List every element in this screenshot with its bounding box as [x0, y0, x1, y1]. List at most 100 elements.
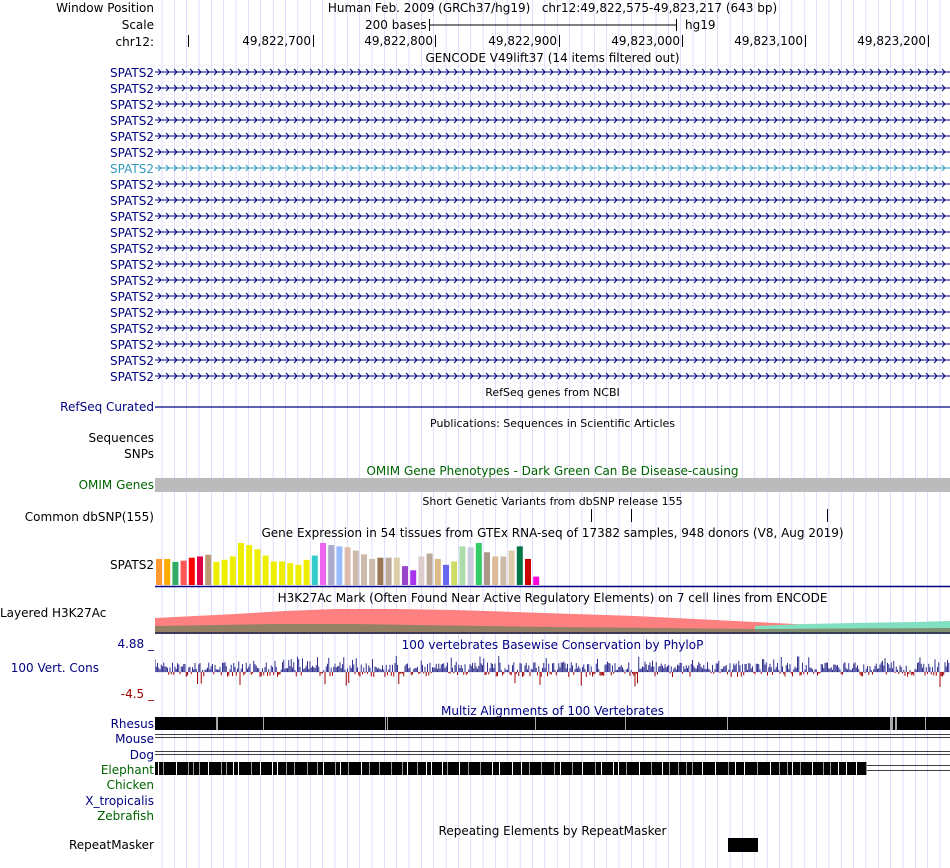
gencode-transcripts[interactable]	[155, 64, 950, 384]
omim-track-label[interactable]: OMIM Genes	[78, 478, 154, 492]
gtex-tissue-bar[interactable]	[246, 545, 253, 585]
gtex-tissue-bar[interactable]	[320, 543, 326, 585]
gtex-tissue-bar[interactable]	[410, 570, 417, 585]
gtex-tissue-bar[interactable]	[361, 554, 367, 585]
gtex-tissue-bar[interactable]	[475, 543, 482, 585]
pubs-snps-label[interactable]: SNPs	[124, 447, 154, 461]
gtex-tissue-bar[interactable]	[270, 561, 277, 585]
gtex-tissue-bar[interactable]	[287, 563, 294, 585]
species-label[interactable]: Mouse	[115, 732, 154, 747]
gtex-tissue-bar[interactable]	[262, 555, 269, 585]
gtex-tissue-bar[interactable]	[197, 556, 203, 585]
gtex-tissue-bar[interactable]	[229, 556, 236, 585]
gtex-tissue-bar[interactable]	[164, 558, 171, 585]
gtex-tissue-bar[interactable]	[238, 543, 244, 585]
gtex-tissue-bar[interactable]	[508, 550, 515, 585]
transcript[interactable]	[155, 180, 950, 188]
omim-gene-bar[interactable]	[155, 478, 950, 492]
transcript[interactable]	[155, 84, 950, 92]
gtex-tissue-bar[interactable]	[344, 547, 351, 585]
refseq-track-line[interactable]	[155, 405, 950, 409]
pubs-sequences-label[interactable]: Sequences	[88, 431, 154, 445]
gtex-tissue-bar[interactable]	[180, 560, 187, 585]
gene-label[interactable]: SPATS2	[110, 194, 154, 208]
gene-label[interactable]: SPATS2	[110, 210, 154, 224]
gene-label[interactable]: SPATS2	[110, 290, 154, 304]
gtex-tissue-bar[interactable]	[385, 557, 392, 585]
transcript[interactable]	[155, 372, 950, 380]
scale-label[interactable]: Scale	[121, 18, 154, 32]
gene-label[interactable]: SPATS2	[110, 242, 154, 256]
transcript[interactable]	[155, 324, 950, 332]
h3k27ac-track-label[interactable]: Layered H3K27Ac	[0, 606, 107, 620]
gene-label[interactable]: SPATS2	[110, 370, 154, 384]
repeat-element-block[interactable]	[728, 838, 758, 852]
species-label[interactable]: Rhesus	[110, 717, 154, 731]
dbsnp-track-label[interactable]: Common dbSNP(155)	[24, 510, 154, 524]
gtex-tissue-bar[interactable]	[434, 558, 441, 585]
gene-label[interactable]: SPATS2	[110, 322, 154, 336]
gtex-tissue-bar[interactable]	[336, 546, 343, 585]
gtex-tissue-bar[interactable]	[492, 556, 499, 585]
elephant-alignment[interactable]	[155, 762, 950, 775]
transcript[interactable]	[155, 340, 950, 348]
gene-label[interactable]: SPATS2	[110, 114, 154, 128]
gtex-tissue-bar[interactable]	[426, 553, 433, 586]
transcript[interactable]	[155, 260, 950, 268]
gtex-tissue-bar[interactable]	[516, 546, 523, 585]
transcript[interactable]	[155, 356, 950, 364]
dbsnp-variant-ticks[interactable]	[155, 509, 950, 523]
gtex-tissue-bar[interactable]	[393, 557, 400, 585]
transcript[interactable]	[155, 276, 950, 284]
transcript[interactable]	[155, 244, 950, 252]
gtex-tissue-bar[interactable]	[418, 556, 425, 585]
gene-label[interactable]: SPATS2	[110, 354, 154, 368]
transcript[interactable]	[155, 228, 950, 236]
transcript[interactable]	[155, 212, 950, 220]
species-label[interactable]: Elephant	[100, 762, 154, 777]
gtex-tissue-bar[interactable]	[254, 549, 261, 585]
transcript[interactable]	[155, 132, 950, 140]
gtex-tissue-bar[interactable]	[205, 554, 212, 585]
species-label[interactable]: X_tropicalis	[85, 793, 154, 808]
gene-label[interactable]: SPATS2	[110, 130, 154, 144]
track-display-area[interactable]: Human Feb. 2009 (GRCh37/hg19) chr12:49,8…	[155, 0, 950, 868]
gene-label[interactable]: SPATS2	[110, 66, 154, 80]
gtex-tissue-bar[interactable]	[328, 545, 335, 585]
gene-label[interactable]: SPATS2	[110, 146, 154, 160]
gtex-tissue-bar[interactable]	[352, 550, 359, 585]
chrom-label[interactable]: chr12:	[115, 35, 154, 49]
gene-label[interactable]: SPATS2	[110, 274, 154, 288]
gtex-tissue-bar[interactable]	[369, 558, 376, 585]
gene-label[interactable]: SPATS2	[110, 98, 154, 112]
transcript[interactable]	[155, 164, 950, 172]
gtex-tissue-bar[interactable]	[303, 559, 310, 585]
transcript[interactable]	[155, 196, 950, 204]
phylop-conservation-plot[interactable]	[155, 652, 950, 700]
gene-label[interactable]: SPATS2	[110, 306, 154, 320]
window-position-label[interactable]: Window Position	[56, 1, 154, 15]
rhesus-alignment[interactable]	[155, 717, 950, 730]
gtex-tissue-bar[interactable]	[213, 561, 220, 585]
gtex-expression-bars[interactable]	[155, 541, 950, 588]
gene-label[interactable]: SPATS2	[110, 226, 154, 240]
species-label[interactable]: Zebrafish	[97, 808, 154, 823]
species-label[interactable]: Chicken	[106, 778, 154, 793]
gtex-tissue-bar[interactable]	[484, 552, 490, 585]
gene-label[interactable]: SPATS2	[110, 82, 154, 96]
gtex-tissue-bar[interactable]	[295, 564, 302, 585]
transcript[interactable]	[155, 116, 950, 124]
gtex-tissue-bar[interactable]	[451, 561, 458, 585]
gene-label[interactable]: SPATS2	[110, 178, 154, 192]
gtex-tissue-bar[interactable]	[459, 546, 466, 585]
multiz-alignments[interactable]	[155, 717, 950, 827]
gtex-tissue-bar[interactable]	[525, 558, 531, 585]
gtex-tissue-bar[interactable]	[443, 564, 449, 585]
phylop-track-label[interactable]: 100 Vert. Cons	[10, 661, 99, 675]
transcript[interactable]	[155, 148, 950, 156]
transcript[interactable]	[155, 308, 950, 316]
gtex-tissue-bar[interactable]	[402, 566, 408, 585]
gtex-tissue-bar[interactable]	[172, 561, 179, 585]
gene-label[interactable]: SPATS2	[110, 258, 154, 272]
